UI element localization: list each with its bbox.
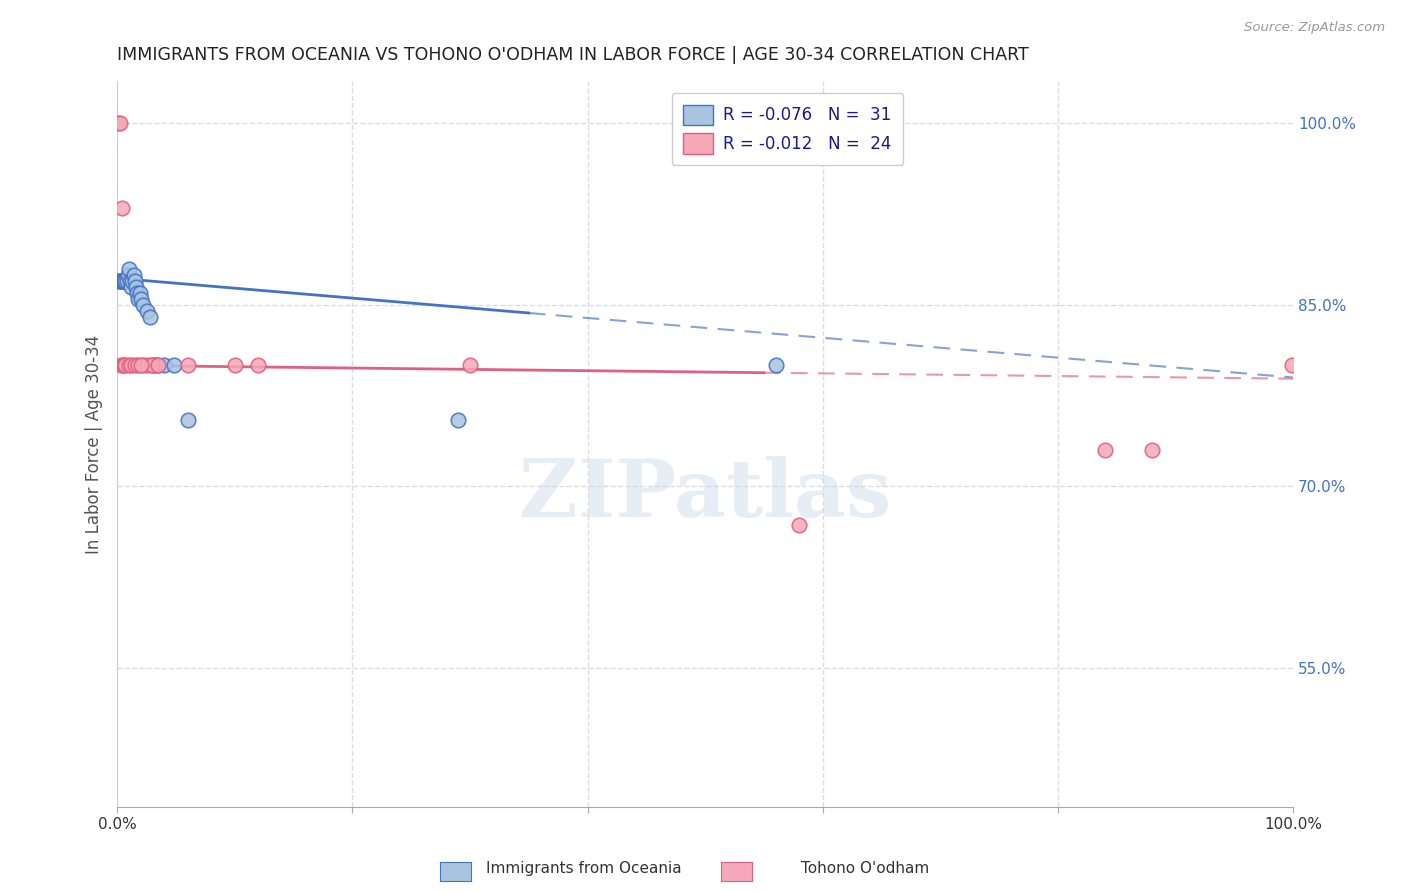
Point <box>132 298 155 312</box>
Point <box>1094 443 1116 458</box>
Point <box>115 274 138 288</box>
Point <box>110 274 132 288</box>
Text: Immigrants from Oceania: Immigrants from Oceania <box>485 861 682 876</box>
Point <box>118 261 141 276</box>
Point <box>148 359 170 373</box>
Point <box>117 268 139 282</box>
Text: ZIPatlas: ZIPatlas <box>519 456 891 533</box>
Text: Tohono O'odham: Tohono O'odham <box>800 861 929 876</box>
Point <box>120 279 142 293</box>
Point <box>458 359 481 373</box>
Point <box>107 116 129 130</box>
Text: Source: ZipAtlas.com: Source: ZipAtlas.com <box>1244 21 1385 34</box>
Point <box>121 274 143 288</box>
Point <box>127 285 149 300</box>
Point <box>132 359 155 373</box>
Point <box>120 359 142 373</box>
Point <box>111 201 134 215</box>
Point <box>129 359 152 373</box>
Y-axis label: In Labor Force | Age 30-34: In Labor Force | Age 30-34 <box>86 334 103 554</box>
Point <box>139 310 162 324</box>
Point <box>1281 359 1303 373</box>
Point <box>247 359 270 373</box>
Point <box>124 359 146 373</box>
Point <box>162 359 184 373</box>
Point <box>127 292 149 306</box>
Point <box>125 279 148 293</box>
Point <box>122 268 145 282</box>
Point <box>108 274 131 288</box>
Point <box>114 274 136 288</box>
Point <box>135 359 157 373</box>
Point <box>177 413 200 427</box>
Point <box>112 359 135 373</box>
Point <box>787 518 810 533</box>
Point <box>114 359 136 373</box>
Point <box>112 274 135 288</box>
Point <box>141 359 163 373</box>
Point <box>111 274 134 288</box>
Point <box>108 116 131 130</box>
Point <box>112 274 135 288</box>
Point <box>143 359 166 373</box>
Point <box>224 359 246 373</box>
Point <box>124 274 146 288</box>
Point <box>765 359 787 373</box>
Point <box>1140 443 1163 458</box>
Point <box>118 359 141 373</box>
Point <box>107 274 129 288</box>
Point <box>110 359 132 373</box>
Point <box>129 292 152 306</box>
Point <box>153 359 176 373</box>
Point <box>148 359 170 373</box>
Text: IMMIGRANTS FROM OCEANIA VS TOHONO O'ODHAM IN LABOR FORCE | AGE 30-34 CORRELATION: IMMIGRANTS FROM OCEANIA VS TOHONO O'ODHA… <box>117 46 1029 64</box>
Point <box>120 274 142 288</box>
Legend: R = -0.076   N =  31, R = -0.012   N =  24: R = -0.076 N = 31, R = -0.012 N = 24 <box>672 93 903 165</box>
Point <box>128 285 150 300</box>
Point <box>135 304 157 318</box>
Point <box>127 359 149 373</box>
Point <box>177 359 200 373</box>
Point <box>112 359 135 373</box>
Point <box>447 413 470 427</box>
Point <box>141 359 163 373</box>
